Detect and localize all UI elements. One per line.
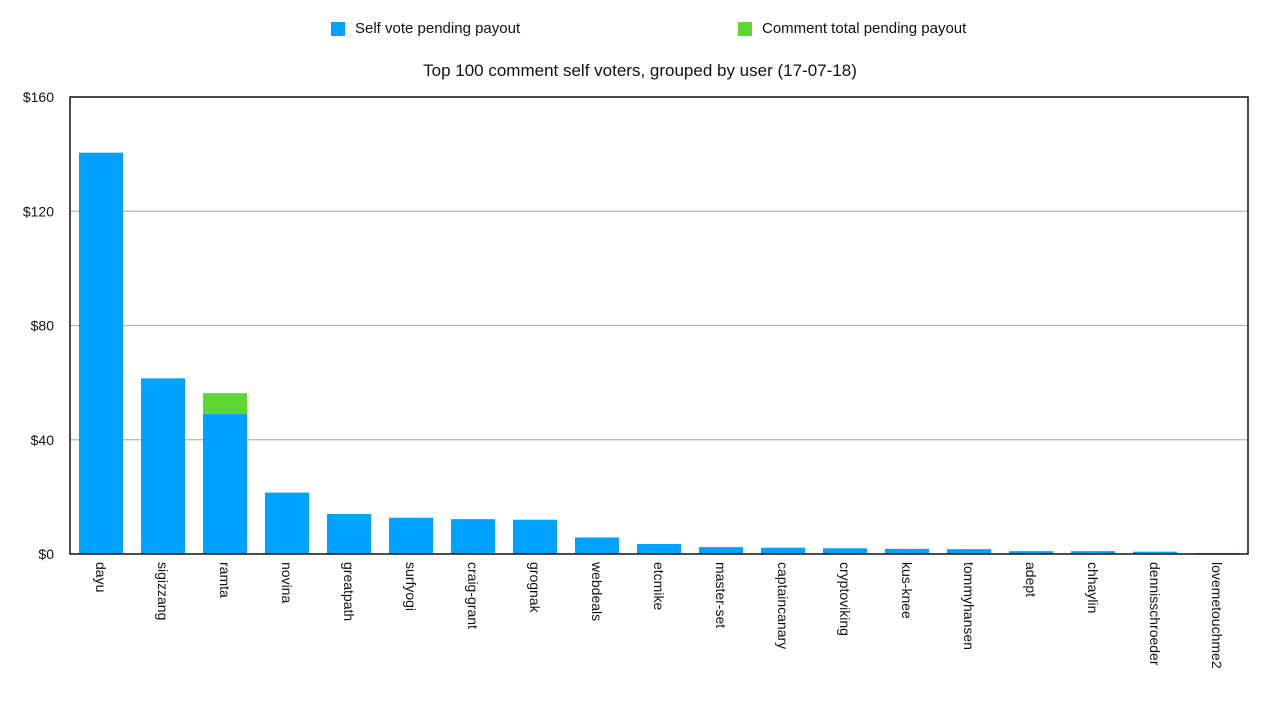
bar-tommyhansen-self-vote bbox=[946, 549, 992, 554]
x-tick-label: dayu bbox=[93, 562, 109, 592]
bar-ramta-self-vote bbox=[202, 414, 248, 554]
bar-dennisschroeder-self-vote bbox=[1132, 551, 1178, 554]
legend-swatch-comment-total bbox=[738, 21, 752, 36]
x-tick-label: tommyhansen bbox=[961, 562, 977, 650]
bar-master-set-self-vote bbox=[698, 547, 744, 554]
bar-greatpath-self-vote bbox=[326, 514, 372, 554]
x-tick-label: dennisschroeder bbox=[1147, 562, 1163, 666]
chart-legend: Self vote pending payout Comment total p… bbox=[0, 20, 1280, 42]
legend-item-comment-total: Comment total pending payout bbox=[738, 20, 966, 37]
bar-captaincanary-self-vote bbox=[760, 547, 806, 554]
x-tick-label: lovemetouchme2 bbox=[1209, 562, 1225, 669]
bar-surfyogi-self-vote bbox=[388, 517, 434, 554]
x-tick-label: grognak bbox=[527, 562, 543, 614]
y-tick-label: $0 bbox=[38, 546, 54, 562]
x-tick-label: greatpath bbox=[341, 562, 357, 621]
x-tick-label: adept bbox=[1023, 562, 1039, 597]
bar-sigizzang-self-vote bbox=[140, 378, 186, 554]
x-tick-label: etcmike bbox=[651, 562, 667, 610]
bar-craig-grant-self-vote bbox=[450, 519, 496, 554]
x-tick-label: novina bbox=[279, 562, 295, 603]
x-tick-label: ramta bbox=[217, 562, 233, 598]
x-tick-label: cryptoviking bbox=[837, 562, 853, 636]
legend-label-self-vote: Self vote pending payout bbox=[355, 20, 521, 37]
x-tick-label: captaincanary bbox=[775, 562, 791, 649]
bar-dayu-self-vote bbox=[78, 152, 124, 554]
bar-ramta-comment-total bbox=[202, 393, 248, 415]
legend-item-self-vote: Self vote pending payout bbox=[331, 20, 520, 37]
bar-chhaylin-self-vote bbox=[1070, 551, 1116, 554]
chart-title: Top 100 comment self voters, grouped by … bbox=[423, 61, 857, 80]
bar-adept-self-vote bbox=[1008, 551, 1054, 554]
y-tick-label: $80 bbox=[31, 318, 55, 334]
x-tick-label: chhaylin bbox=[1085, 562, 1101, 613]
x-tick-label: master-set bbox=[713, 562, 729, 628]
x-tick-label: sigizzang bbox=[155, 562, 171, 620]
x-tick-label: surfyogi bbox=[403, 562, 419, 611]
bar-webdeals-self-vote bbox=[574, 537, 620, 554]
legend-swatch-self-vote bbox=[331, 21, 345, 36]
x-tick-label: webdeals bbox=[589, 561, 605, 621]
y-tick-label: $160 bbox=[23, 89, 54, 105]
y-tick-label: $120 bbox=[23, 203, 54, 219]
x-tick-label: kus-knee bbox=[899, 562, 915, 619]
bar-novina-self-vote bbox=[264, 492, 310, 554]
bar-kus-knee-self-vote bbox=[884, 548, 930, 554]
bar-etcmike-self-vote bbox=[636, 544, 682, 554]
legend-label-comment-total: Comment total pending payout bbox=[762, 20, 967, 37]
plot-frame bbox=[69, 96, 1249, 555]
x-tick-label: craig-grant bbox=[465, 562, 481, 629]
bar-grognak-self-vote bbox=[512, 519, 558, 554]
y-tick-label: $40 bbox=[31, 432, 55, 448]
bar-cryptoviking-self-vote bbox=[822, 548, 868, 554]
